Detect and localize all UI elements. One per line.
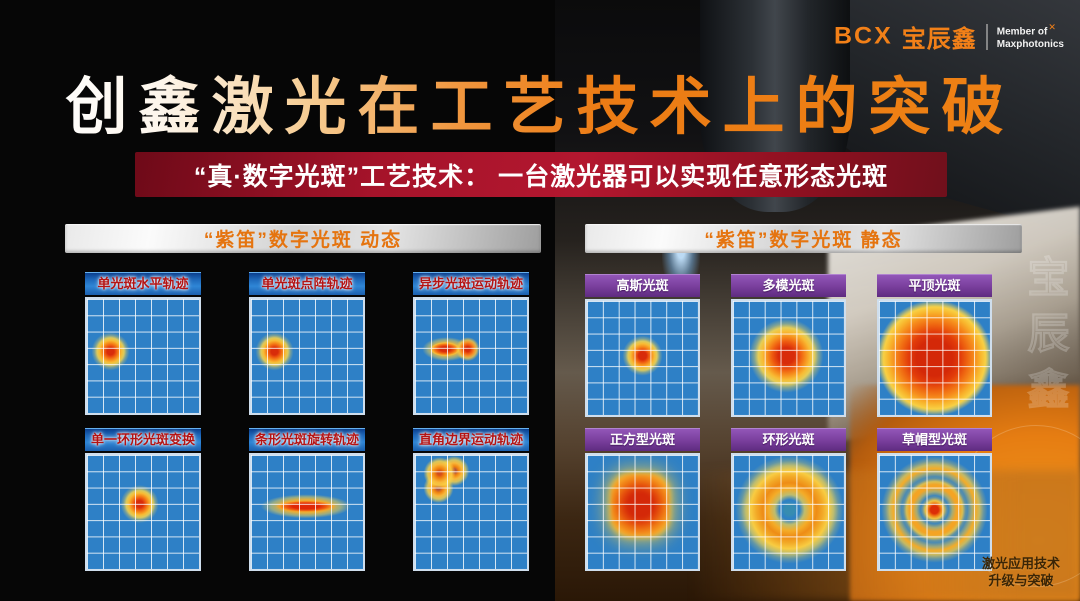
panel-single-spot-matrix: 单光斑点阵轨迹 [249, 272, 365, 415]
panel-label: 草帽型光斑 [877, 428, 992, 451]
footer-line1: 激光应用技术 [981, 556, 1060, 572]
panel-flat-top: 平顶光斑 [877, 274, 992, 417]
panel-label: 平顶光斑 [877, 274, 992, 297]
spot-grid-single-horizontal [85, 297, 201, 415]
panel-label: 单光斑水平轨迹 [85, 272, 201, 295]
spot-grid-async-motion [413, 297, 529, 415]
logo-divider [985, 23, 988, 50]
panel-label: 单光斑点阵轨迹 [249, 272, 365, 295]
brand-logo: BCX 宝辰鑫 Member of✕ Maxphotonics [834, 19, 1064, 54]
brand-name-cn: 宝辰鑫 [901, 26, 977, 53]
panel-label: 多模光斑 [731, 274, 846, 297]
spot-grid-ring [731, 453, 846, 571]
panel-gaussian: 高斯光斑 [585, 274, 700, 417]
spot-grid-multimode [731, 299, 846, 417]
spot-grid-bar-rotation [249, 453, 365, 571]
subtitle-banner-text: “真·数字光斑”工艺技术： 一台激光器可以实现任意形态光斑 [193, 162, 889, 191]
panel-label: 正方型光斑 [585, 428, 700, 451]
panel-right-angle-boundary: 直角边界运动轨迹 [413, 428, 529, 571]
x-mark-icon: ✕ [1048, 21, 1056, 32]
panel-label: 条形光斑旋转轨迹 [249, 428, 365, 451]
footer-line2: 升级与突破 [988, 573, 1054, 589]
watermark-text: 宝辰鑫 [1022, 255, 1070, 424]
panel-label: 环形光斑 [731, 428, 846, 451]
panel-async-motion: 异步光斑运动轨迹 [413, 272, 529, 415]
panel-ring: 环形光斑 [731, 428, 846, 571]
subtitle-banner: “真·数字光斑”工艺技术： 一台激光器可以实现任意形态光斑 [135, 152, 947, 197]
spot-grid-gaussian [585, 299, 700, 417]
panel-ring-transform: 单一环形光斑变换 [85, 428, 201, 571]
panel-multimode: 多模光斑 [731, 274, 846, 417]
bcx-logo: BCX [833, 22, 893, 50]
spot-grid-right-angle [413, 453, 529, 571]
spot-grid-square [585, 453, 700, 571]
panel-bar-rotation: 条形光斑旋转轨迹 [249, 428, 365, 571]
static-panels-grid: 高斯光斑 多模光斑 平顶光斑 正方型光斑 环形光斑 草帽型光斑 [585, 274, 992, 571]
panel-top-hat: 草帽型光斑 [877, 428, 992, 571]
footer-tagline: 激光应用技术 升级与突破 [982, 556, 1060, 590]
dynamic-panels-grid: 单光斑水平轨迹 单光斑点阵轨迹 异步光斑运动轨迹 单一环形光斑变换 条形光斑旋转… [85, 272, 529, 571]
spot-grid-top-hat [877, 453, 992, 571]
panel-single-spot-horizontal: 单光斑水平轨迹 [85, 272, 201, 415]
spot-grid-single-matrix [249, 297, 365, 415]
panel-label: 异步光斑运动轨迹 [413, 272, 529, 295]
panel-label: 高斯光斑 [585, 274, 700, 297]
panel-label: 直角边界运动轨迹 [413, 428, 529, 451]
spot-grid-ring-transform [85, 453, 201, 571]
spot-grid-flat-top [877, 299, 992, 417]
panel-square: 正方型光斑 [585, 428, 700, 571]
page-title: 创鑫激光在工艺技术上的突破 [40, 56, 1040, 146]
section-header-dynamic: “紫笛”数字光斑 动态 [65, 224, 541, 253]
section-header-static: “紫笛”数字光斑 静态 [585, 224, 1022, 253]
panel-label: 单一环形光斑变换 [85, 428, 201, 451]
member-of-maxphotonics: Member of✕ Maxphotonics [996, 21, 1064, 50]
